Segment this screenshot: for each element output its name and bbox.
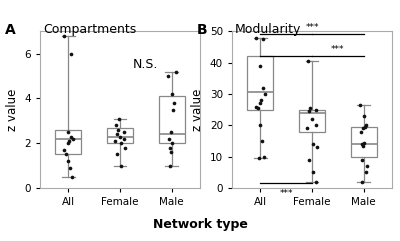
Point (307, 106, 313, 110)
Point (313, 123, 320, 127)
Point (306, 158, 312, 162)
Point (304, 59, 311, 63)
Point (116, 134, 123, 138)
Point (260, 37, 266, 41)
Point (117, 164, 124, 167)
Point (64, 130, 71, 134)
Point (306, 109, 312, 113)
Point (314, 145, 320, 149)
Point (115, 128, 121, 132)
Point (171, 101, 177, 105)
Point (361, 114, 367, 118)
Point (362, 125, 368, 129)
Point (112, 123, 119, 127)
Point (359, 142, 366, 146)
Point (256, 156, 262, 160)
Point (313, 180, 320, 184)
PathPatch shape (56, 130, 81, 154)
Text: Compartments: Compartments (43, 24, 136, 36)
Point (114, 153, 120, 156)
Point (165, 137, 172, 141)
Text: N.S.: N.S. (133, 58, 158, 71)
Point (253, 105, 259, 108)
Point (313, 108, 320, 112)
Point (116, 117, 122, 120)
Point (258, 98, 264, 102)
PathPatch shape (299, 110, 325, 132)
Point (66, 139, 72, 143)
Point (70, 137, 76, 141)
Point (118, 141, 124, 145)
Point (262, 92, 268, 96)
Point (360, 144, 366, 147)
Point (167, 164, 174, 167)
Text: Network type: Network type (152, 218, 248, 231)
Point (357, 130, 364, 134)
PathPatch shape (351, 127, 376, 157)
Point (114, 132, 120, 136)
Point (257, 101, 264, 105)
Point (309, 170, 316, 174)
Point (68, 134, 74, 138)
Y-axis label: z value: z value (6, 88, 19, 131)
Text: ***: *** (305, 23, 319, 32)
Point (363, 170, 370, 174)
Point (169, 92, 175, 96)
Point (63, 153, 69, 156)
Point (68, 175, 75, 179)
Point (304, 127, 310, 130)
Point (360, 127, 366, 130)
Point (170, 108, 176, 112)
Point (165, 74, 171, 78)
Text: A: A (5, 24, 16, 38)
Point (121, 130, 128, 134)
Point (259, 139, 266, 143)
Text: ***: *** (280, 189, 293, 198)
Point (360, 141, 367, 145)
PathPatch shape (107, 127, 133, 143)
Point (168, 130, 174, 134)
Point (121, 137, 128, 141)
Point (364, 164, 370, 168)
Point (168, 141, 175, 145)
Point (122, 146, 128, 150)
Point (363, 123, 369, 127)
Point (359, 158, 366, 162)
PathPatch shape (248, 56, 273, 110)
Point (253, 36, 259, 40)
Point (65, 141, 72, 145)
Point (167, 146, 174, 150)
Point (61, 34, 67, 38)
Point (310, 142, 316, 146)
Point (68, 52, 74, 56)
Point (61, 148, 67, 152)
Point (260, 86, 266, 90)
Point (168, 150, 174, 154)
Text: B: B (197, 24, 208, 38)
Point (112, 139, 118, 143)
Point (357, 103, 363, 107)
Point (260, 155, 267, 159)
Text: ***: *** (331, 45, 344, 54)
Text: Modularity: Modularity (235, 24, 302, 36)
Point (257, 123, 264, 127)
Point (67, 166, 74, 170)
Point (255, 106, 261, 110)
Point (256, 64, 263, 68)
Point (173, 70, 179, 74)
Point (358, 180, 365, 184)
PathPatch shape (159, 96, 184, 143)
Y-axis label: z value: z value (191, 88, 204, 131)
Point (65, 159, 72, 163)
Point (308, 117, 315, 121)
